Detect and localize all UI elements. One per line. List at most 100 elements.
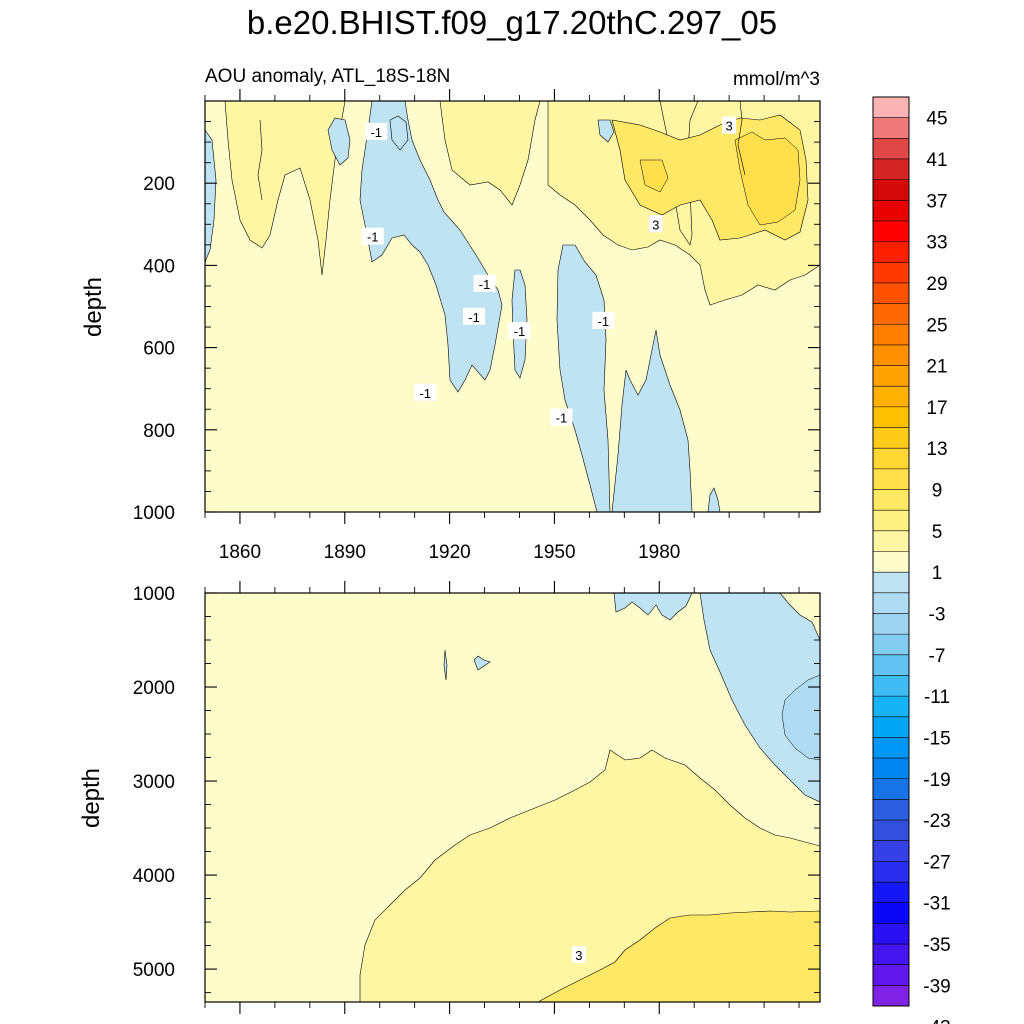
colorbar-swatch xyxy=(873,572,909,594)
colorbar-label: 41 xyxy=(926,150,947,171)
colorbar-swatch xyxy=(873,592,909,614)
x-tick-label: 1890 xyxy=(324,542,366,563)
colorbar-swatch xyxy=(873,613,909,635)
lower-positive-core xyxy=(537,910,820,1002)
contour-label-box xyxy=(722,116,737,134)
upper-positive-zone-3 xyxy=(224,101,346,276)
colorbar-label: -3 xyxy=(929,604,946,625)
lower-panel: 1000 2000 3000 4000 5000 3 xyxy=(133,581,821,1014)
lower-contour-labels: 3 xyxy=(571,945,586,963)
colorbar-swatch xyxy=(873,758,909,780)
contour-label: -1 xyxy=(514,324,526,339)
chart-subtitle: AOU anomaly, ATL_18S-18N xyxy=(205,66,450,87)
colorbar-swatch xyxy=(873,179,909,201)
upper-negative-blob-1 xyxy=(327,117,351,166)
y-tick-label: 400 xyxy=(143,256,175,277)
colorbar-label: 17 xyxy=(926,398,947,419)
colorbar-swatch xyxy=(873,427,909,449)
colorbar-swatch xyxy=(873,117,909,139)
y-tick-label: 800 xyxy=(143,421,175,442)
colorbar-swatch xyxy=(873,344,909,366)
x-tick-label: 1920 xyxy=(428,542,470,563)
upper-negative-blob-2 xyxy=(389,115,409,151)
colorbar-swatch xyxy=(873,675,909,697)
x-tick-label: 1860 xyxy=(219,542,261,563)
colorbar-label: 9 xyxy=(932,481,943,502)
colorbar-label: 33 xyxy=(926,233,947,254)
colorbar-label: -35 xyxy=(923,935,950,956)
contour-label: 3 xyxy=(652,217,659,232)
colorbar-label: -39 xyxy=(923,976,950,997)
colorbar-swatch xyxy=(873,530,909,552)
contour-label: 3 xyxy=(575,948,582,963)
colorbar-swatch xyxy=(873,696,909,718)
colorbar-swatch xyxy=(873,654,909,676)
upper-y-axis-label: depth xyxy=(80,277,107,337)
colorbar-swatch xyxy=(873,861,909,883)
y-tick-label: 2000 xyxy=(133,678,175,699)
colorbar-swatch xyxy=(873,200,909,222)
lower-negative-blob-2 xyxy=(473,655,491,671)
colorbar-swatch xyxy=(873,282,909,304)
contour-label: -1 xyxy=(598,314,610,329)
contour-label-box xyxy=(550,408,573,426)
y-tick-label: 3000 xyxy=(133,772,175,793)
colorbar-swatch xyxy=(873,241,909,263)
colorbar-frame xyxy=(872,96,910,1007)
colorbar-swatch xyxy=(873,386,909,408)
upper-negative-blob-3 xyxy=(597,119,615,143)
y-tick-label: 200 xyxy=(143,174,175,195)
upper-positive-zone-4 xyxy=(439,101,541,206)
contour-label-box xyxy=(473,274,496,292)
colorbar-swatch xyxy=(873,799,909,821)
contour-label-box xyxy=(571,945,586,963)
contour-label: -1 xyxy=(419,386,431,401)
colorbar-swatch xyxy=(873,489,909,511)
contour-label-box xyxy=(361,227,384,245)
contour-label-box xyxy=(365,122,388,140)
upper-contour-labels: -1 -1 -1 -1 -1 -1 -1 -1 3 3 xyxy=(361,116,737,426)
colorbar-swatch xyxy=(873,820,909,842)
colorbar-swatch xyxy=(873,551,909,573)
upper-negative-zone-4 xyxy=(556,244,693,512)
contour-label-box xyxy=(592,311,615,329)
colorbar-label: 13 xyxy=(926,439,947,460)
y-tick-label: 1000 xyxy=(133,503,175,524)
colorbar-swatch xyxy=(873,944,909,965)
colorbar-label: 5 xyxy=(932,522,943,543)
contour-label: -1 xyxy=(468,310,480,325)
colorbar-label: 21 xyxy=(926,357,947,378)
lower-negative-zone-1 xyxy=(699,593,820,803)
contour-label: -1 xyxy=(556,410,568,425)
contour-label: -1 xyxy=(479,277,491,292)
colorbar-label: -19 xyxy=(923,770,950,791)
colorbar-swatch xyxy=(873,716,909,738)
upper-contour-line-2 xyxy=(257,119,263,201)
colorbar-swatch xyxy=(873,737,909,759)
colorbar-label: 25 xyxy=(926,315,947,336)
lower-negative-zone-3 xyxy=(781,674,820,761)
colorbar: 45 41 37 33 29 25 21 17 13 9 5 1 -3 -7 -11 -15 -19 -23 -27… xyxy=(872,96,951,1024)
colorbar-label: -15 xyxy=(923,728,950,749)
colorbar-label: 37 xyxy=(926,191,947,212)
colorbar-swatch xyxy=(873,448,909,470)
contour-label: -1 xyxy=(370,125,382,140)
colorbar-swatch xyxy=(873,365,909,387)
y-tick-label: 5000 xyxy=(133,960,175,981)
colorbar-label: 29 xyxy=(926,274,947,295)
colorbar-swatch xyxy=(873,262,909,284)
colorbar-swatch xyxy=(873,303,909,325)
colorbar-label: -7 xyxy=(929,646,946,667)
colorbar-swatch xyxy=(873,97,909,118)
lower-plot-frame xyxy=(204,592,821,1003)
colorbar-label: -31 xyxy=(923,894,950,915)
colorbar-swatch xyxy=(873,902,909,924)
y-tick-label: 600 xyxy=(143,339,175,360)
colorbar-label: -23 xyxy=(923,811,950,832)
colorbar-swatch xyxy=(873,964,909,986)
contour-label-box xyxy=(508,322,531,340)
colorbar-swatch xyxy=(873,510,909,532)
lower-negative-blob-1 xyxy=(443,649,448,681)
